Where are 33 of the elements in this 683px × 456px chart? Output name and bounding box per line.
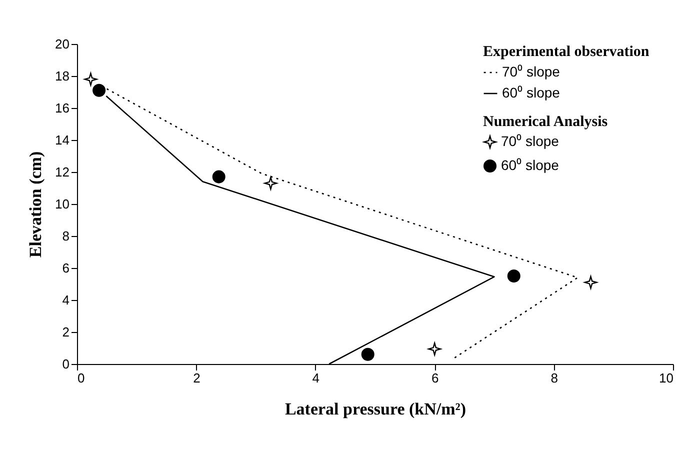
y-tick-label: 4 — [62, 292, 70, 308]
y-tick-label: 8 — [62, 228, 70, 244]
x-axis-title: Lateral pressure (kN/m²) — [284, 400, 466, 418]
x-tick-label: 2 — [193, 370, 200, 386]
point — [361, 348, 374, 361]
point — [92, 84, 106, 97]
point — [84, 72, 98, 86]
y-axis-title: Elevation (cm) — [26, 151, 46, 258]
y-tick-label: 12 — [55, 164, 70, 180]
y-tick-label: 18 — [55, 68, 70, 84]
legend-label: 60⁰ slope — [502, 84, 560, 100]
x-tick-label: 8 — [550, 370, 558, 386]
point — [428, 342, 442, 356]
legend-label: 60⁰ slope — [501, 157, 560, 173]
x-tick-label: 6 — [431, 370, 439, 386]
y-tick-label: 20 — [55, 36, 70, 52]
y-tick-label: 0 — [62, 356, 70, 372]
text: Numerical Analysis — [483, 114, 608, 130]
point — [584, 276, 598, 289]
point — [507, 269, 520, 283]
y-tick-label: 10 — [55, 196, 70, 212]
legend-label: 70⁰ slope — [501, 133, 560, 149]
x-tick-label: 4 — [312, 370, 320, 386]
x-tick-label: 0 — [78, 370, 85, 386]
point — [264, 176, 278, 190]
x-tick-label: 10 — [659, 370, 674, 386]
legend-label: 70⁰ slope — [502, 64, 560, 80]
y-tick-label: 6 — [62, 260, 70, 276]
text: Experimental observation — [483, 44, 650, 60]
y-tick-label: 2 — [62, 324, 70, 340]
y-tick-label: 16 — [55, 100, 70, 116]
point — [212, 170, 226, 184]
y-tick-label: 14 — [55, 132, 70, 148]
